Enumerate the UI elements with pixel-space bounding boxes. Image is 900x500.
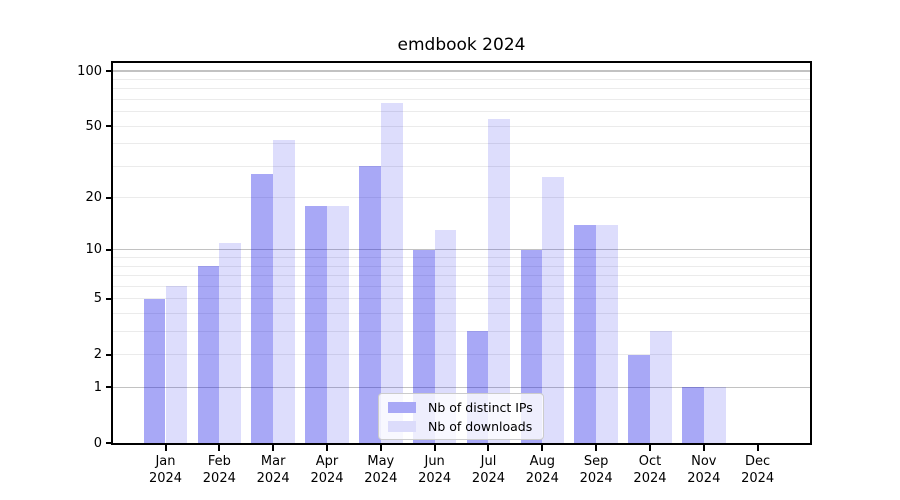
bar-downloads-oct [649, 331, 672, 444]
y-minor-gridline [113, 98, 810, 100]
bar-downloads-sep [596, 224, 618, 444]
bar-distinct-ips-may [359, 166, 381, 444]
y-minor-gridline [113, 88, 810, 90]
y-axis-tick-label: 0 [93, 435, 102, 451]
x-axis-tick-label: Oct 2024 [633, 454, 667, 487]
y-axis-tick [106, 248, 113, 251]
bar-downloads-aug [542, 177, 565, 444]
y-minor-gridline [113, 312, 810, 314]
y-axis-tick-label: 5 [93, 291, 102, 307]
y-minor-gridline [113, 265, 810, 267]
y-minor-gridline [113, 143, 810, 145]
bar-downloads-jul [488, 118, 511, 444]
y-minor-gridline [113, 111, 810, 113]
y-axis-tick-label: 50 [85, 118, 102, 134]
bar-distinct-ips-jan [143, 298, 166, 444]
y-axis-tick-label: 1 [93, 379, 102, 395]
y-minor-gridline [113, 78, 810, 80]
x-axis-tick-label: Jun 2024 [418, 454, 452, 487]
x-axis-tick [487, 445, 490, 452]
y-minor-gridline [113, 298, 810, 300]
legend-swatch [388, 402, 416, 413]
legend-item-distinct-ips: Nb of distinct IPs [388, 400, 534, 415]
legend: Nb of distinct IPs Nb of downloads [378, 393, 544, 440]
x-axis-tick [164, 445, 167, 452]
y-axis-tick-label: 20 [85, 190, 102, 206]
y-major-gridline [113, 386, 810, 388]
x-axis-tick-label: Aug 2024 [525, 454, 559, 487]
bar-downloads-may [380, 102, 403, 444]
bar-distinct-ips-feb [197, 266, 220, 444]
x-axis-tick-label: Dec 2024 [741, 454, 775, 487]
y-minor-gridline [113, 275, 810, 277]
legend-label-distinct-ips: Nb of distinct IPs [428, 400, 533, 415]
y-axis-tick [106, 353, 113, 356]
x-axis-tick [541, 445, 544, 452]
bar-distinct-ips-oct [628, 354, 650, 444]
legend-label-downloads: Nb of downloads [428, 419, 533, 434]
bar-downloads-mar [273, 139, 295, 444]
y-minor-gridline [113, 257, 810, 259]
legend-item-downloads: Nb of downloads [388, 419, 534, 434]
x-axis-tick-label: Nov 2024 [687, 454, 721, 487]
x-axis-tick-label: May 2024 [364, 454, 398, 487]
legend-swatch [388, 421, 416, 432]
y-axis-tick-label: 10 [85, 242, 102, 258]
y-axis-tick [106, 70, 113, 72]
y-minor-gridline [113, 330, 810, 332]
x-axis-tick [218, 445, 221, 452]
y-axis-tick [106, 386, 113, 389]
y-minor-gridline [113, 285, 810, 287]
y-axis-tick [106, 442, 113, 445]
x-axis-tick-label: Feb 2024 [202, 454, 236, 487]
y-major-gridline [113, 249, 810, 251]
x-axis-tick [379, 445, 382, 452]
y-axis-tick [106, 125, 113, 128]
y-axis-tick [106, 297, 113, 300]
bar-distinct-ips-sep [574, 224, 597, 444]
bar-distinct-ips-nov [682, 387, 704, 444]
y-axis-tick-label: 100 [77, 63, 102, 79]
y-axis-tick-label: 2 [93, 347, 102, 363]
y-minor-gridline [113, 125, 810, 127]
x-axis-tick [325, 445, 328, 452]
bar-downloads-apr [326, 205, 349, 444]
x-axis-tick [595, 445, 598, 452]
x-axis-tick [272, 445, 275, 452]
x-axis-tick-label: Jul 2024 [471, 454, 506, 487]
bar-distinct-ips-mar [251, 174, 274, 444]
x-axis-tick-label: Jan 2024 [148, 454, 183, 487]
y-minor-gridline [113, 197, 810, 199]
x-axis-tick-label: Mar 2024 [256, 454, 290, 487]
bar-downloads-jan [165, 286, 188, 444]
bar-downloads-nov [703, 387, 726, 444]
bar-distinct-ips-apr [305, 205, 327, 444]
bar-downloads-feb [219, 242, 242, 444]
bar-downloads-jun [434, 230, 457, 444]
y-axis-tick [106, 196, 113, 199]
chart-title: emdbook 2024 [397, 35, 526, 55]
y-major-gridline [113, 70, 810, 72]
x-axis-tick [702, 445, 705, 452]
x-axis-tick-label: Apr 2024 [310, 454, 344, 487]
x-axis-tick-label: Sep 2024 [579, 454, 613, 487]
x-axis-tick [756, 445, 759, 452]
y-minor-gridline [113, 165, 810, 167]
y-minor-gridline [113, 354, 810, 356]
x-axis-tick [433, 445, 436, 452]
x-axis-tick [648, 445, 651, 452]
